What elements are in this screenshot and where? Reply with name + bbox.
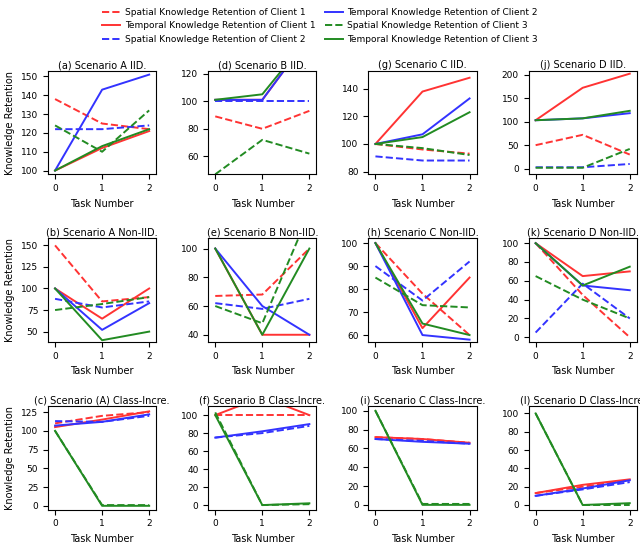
Title: (j) Scenario D IID.: (j) Scenario D IID. [540, 60, 626, 70]
Title: (d) Scenario B IID.: (d) Scenario B IID. [218, 60, 307, 70]
Legend: Spatial Knowledge Retention of Client 1, Temporal Knowledge Retention of Client : Spatial Knowledge Retention of Client 1,… [100, 5, 540, 46]
X-axis label: Task Number: Task Number [230, 534, 294, 544]
Title: (l) Scenario D Class-Incre.: (l) Scenario D Class-Incre. [520, 395, 640, 405]
X-axis label: Task Number: Task Number [70, 198, 134, 209]
Title: (f) Scenario B Class-Incre.: (f) Scenario B Class-Incre. [199, 395, 325, 405]
X-axis label: Task Number: Task Number [230, 366, 294, 376]
X-axis label: Task Number: Task Number [551, 534, 614, 544]
X-axis label: Task Number: Task Number [391, 366, 454, 376]
Y-axis label: Knowledge Retention: Knowledge Retention [6, 71, 15, 174]
Title: (h) Scenario C Non-IID.: (h) Scenario C Non-IID. [367, 228, 478, 238]
Title: (k) Scenario D Non-IID.: (k) Scenario D Non-IID. [527, 228, 639, 238]
Title: (a) Scenario A IID.: (a) Scenario A IID. [58, 60, 147, 70]
Title: (c) Scenario (A) Class-Incre.: (c) Scenario (A) Class-Incre. [35, 395, 170, 405]
X-axis label: Task Number: Task Number [551, 366, 614, 376]
X-axis label: Task Number: Task Number [391, 198, 454, 209]
Title: (b) Scenario A Non-IID.: (b) Scenario A Non-IID. [46, 228, 158, 238]
X-axis label: Task Number: Task Number [551, 198, 614, 209]
Y-axis label: Knowledge Retention: Knowledge Retention [6, 238, 15, 342]
Title: (e) Scenario B Non-IID.: (e) Scenario B Non-IID. [207, 228, 318, 238]
Title: (g) Scenario C IID.: (g) Scenario C IID. [378, 60, 467, 70]
X-axis label: Task Number: Task Number [230, 198, 294, 209]
Y-axis label: Knowledge Retention: Knowledge Retention [6, 406, 15, 510]
Title: (i) Scenario C Class-Incre.: (i) Scenario C Class-Incre. [360, 395, 485, 405]
X-axis label: Task Number: Task Number [70, 534, 134, 544]
X-axis label: Task Number: Task Number [391, 534, 454, 544]
X-axis label: Task Number: Task Number [70, 366, 134, 376]
